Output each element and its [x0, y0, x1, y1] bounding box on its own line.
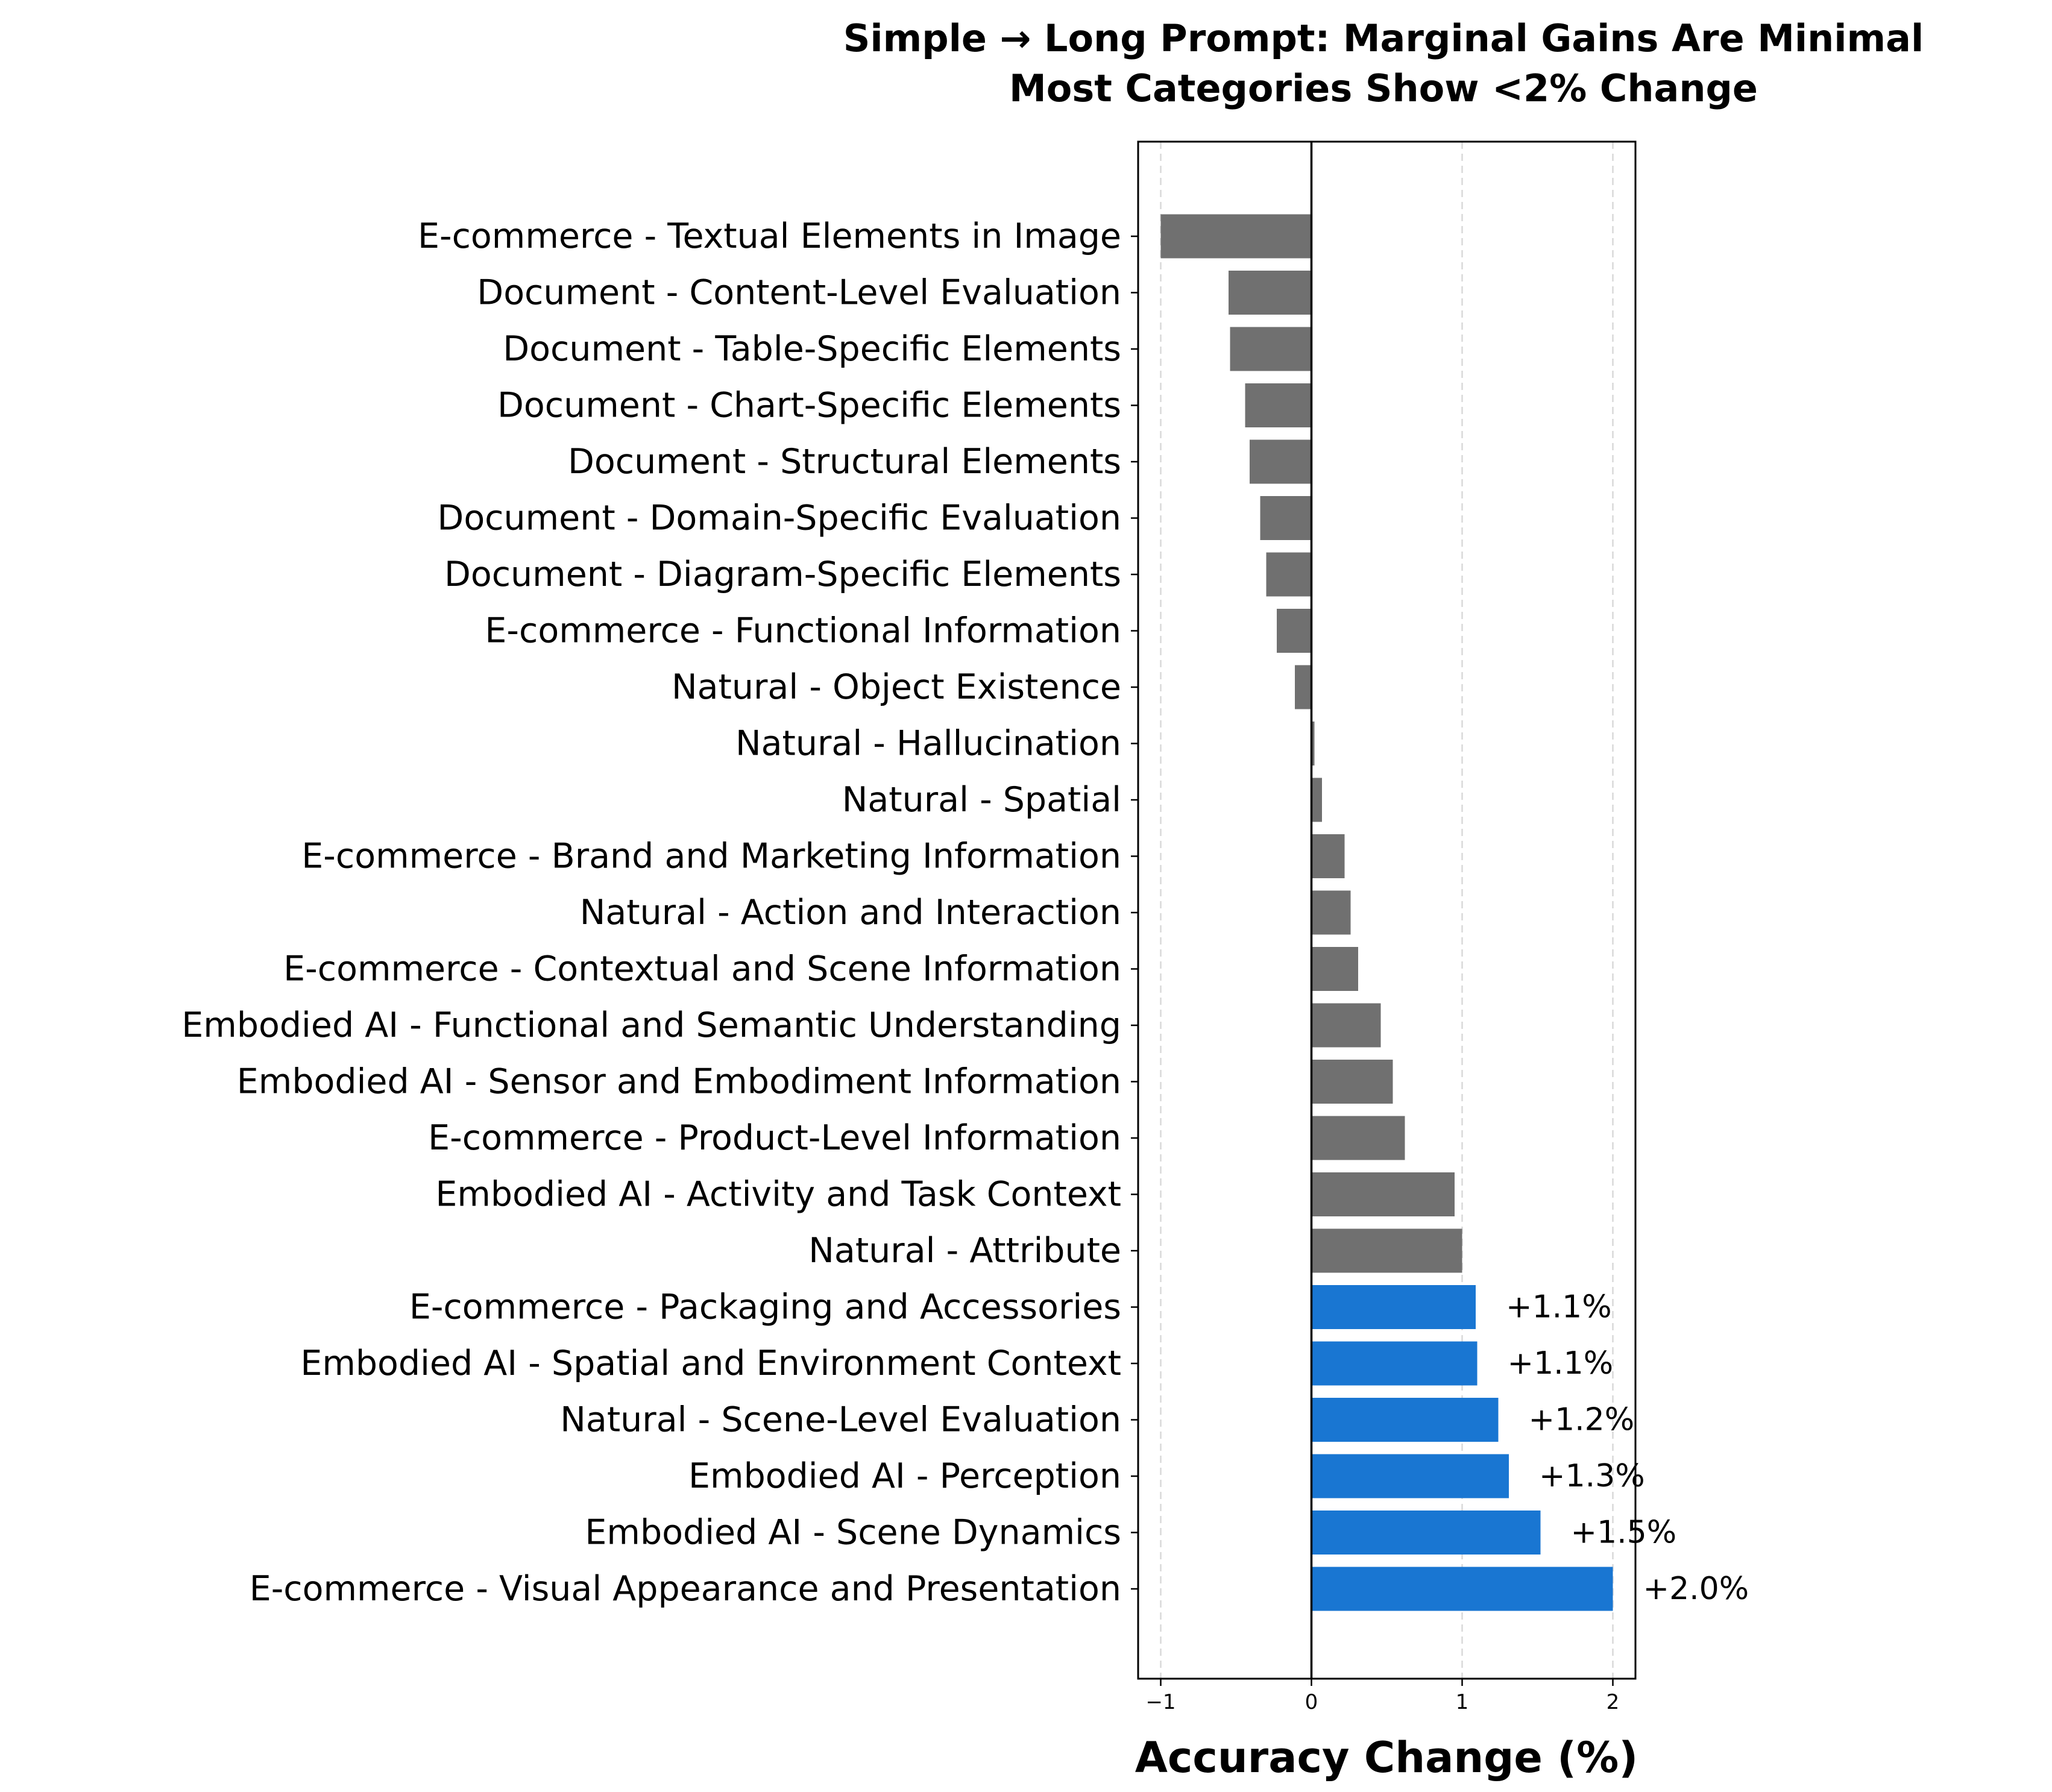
x-axis-label: Accuracy Change (%)	[1135, 1733, 1638, 1782]
x-tick-label: 2	[1607, 1690, 1620, 1714]
bar	[1311, 1285, 1476, 1329]
bars	[1160, 214, 1613, 1611]
bar	[1311, 1511, 1541, 1555]
y-tick-label: Natural - Hallucination	[735, 724, 1121, 764]
y-tick-label: E-commerce - Product-Level Information	[428, 1118, 1121, 1158]
y-tick-label: Document - Diagram-Specific Elements	[444, 555, 1121, 594]
bar	[1311, 890, 1351, 935]
chart-title: Simple → Long Prompt: Marginal Gains Are…	[843, 16, 1924, 60]
bar	[1277, 609, 1312, 653]
y-axis-ticks: E-commerce - Textual Elements in Image Do…	[181, 216, 1138, 1609]
y-tick-label: E-commerce - Visual Appearance and Prese…	[250, 1569, 1121, 1609]
y-tick-label: E-commerce - Contextual and Scene Inform…	[283, 949, 1121, 989]
bar	[1311, 722, 1315, 766]
bar	[1245, 383, 1312, 427]
y-tick-label: Natural - Attribute	[808, 1231, 1121, 1271]
data-label: +1.1%	[1508, 1345, 1614, 1382]
y-tick-label: Natural - Action and Interaction	[580, 893, 1121, 932]
y-tick-label: Document - Content-Level Evaluation	[477, 273, 1121, 313]
bar	[1229, 271, 1312, 315]
y-tick-label: E-commerce - Brand and Marketing Informa…	[301, 837, 1121, 876]
data-label: +1.1%	[1506, 1289, 1612, 1325]
bar	[1311, 834, 1345, 878]
bar	[1311, 1567, 1613, 1611]
y-tick-label: Natural - Object Existence	[672, 667, 1121, 707]
bar	[1250, 439, 1312, 484]
y-tick-label: Document - Domain-Specific Evaluation	[437, 498, 1121, 538]
bar	[1311, 947, 1358, 991]
y-tick-label: Natural - Spatial	[842, 780, 1121, 820]
bar	[1311, 1398, 1499, 1442]
bar	[1311, 1341, 1478, 1386]
bar	[1160, 214, 1312, 259]
data-label: +1.2%	[1529, 1402, 1635, 1438]
y-tick-label: E-commerce - Functional Information	[485, 611, 1121, 651]
y-tick-label: Embodied AI - Spatial and Environment Co…	[300, 1344, 1121, 1383]
data-labels: +1.1% +1.1% +1.2% +1.3% +1.5% +2.0%	[1506, 1289, 1749, 1608]
grid-lines	[1160, 142, 1614, 1679]
y-tick-label: Embodied AI - Functional and Semantic Un…	[181, 1005, 1121, 1045]
y-tick-label: Document - Structural Elements	[568, 442, 1121, 482]
x-tick-label: 1	[1456, 1690, 1469, 1714]
x-tick-label: −1	[1145, 1690, 1175, 1714]
y-tick-label: Embodied AI - Sensor and Embodiment Info…	[237, 1062, 1121, 1102]
y-tick-label: Document - Table-Specific Elements	[503, 329, 1121, 369]
data-label: +1.3%	[1539, 1458, 1645, 1494]
bar	[1230, 327, 1312, 371]
x-tick-label: 0	[1305, 1690, 1318, 1714]
y-tick-label: Embodied AI - Perception	[688, 1456, 1121, 1496]
y-tick-label: Document - Chart-Specific Elements	[497, 386, 1121, 426]
x-axis-ticks: −1 0 1 2	[1145, 1679, 1619, 1714]
y-tick-label: E-commerce - Packaging and Accessories	[409, 1287, 1121, 1327]
bar	[1311, 1228, 1462, 1273]
bar	[1311, 1003, 1381, 1048]
bar	[1311, 1060, 1393, 1104]
plot-frame	[1137, 140, 1637, 1680]
y-tick-label: Embodied AI - Scene Dynamics	[585, 1513, 1121, 1553]
data-label: +2.0%	[1643, 1571, 1749, 1607]
bar	[1311, 1172, 1455, 1216]
y-tick-label: Natural - Scene-Level Evaluation	[560, 1400, 1121, 1440]
chart-subtitle: Most Categories Show <2% Change	[1009, 66, 1758, 110]
bar	[1311, 1116, 1405, 1160]
data-label: +1.5%	[1571, 1515, 1677, 1551]
bar	[1295, 665, 1312, 709]
bar	[1311, 778, 1322, 822]
bar	[1266, 552, 1312, 597]
bar	[1311, 1454, 1509, 1498]
y-tick-label: E-commerce - Textual Elements in Image	[418, 216, 1121, 256]
bar	[1260, 496, 1312, 540]
y-tick-label: Embodied AI - Activity and Task Context	[435, 1175, 1121, 1215]
